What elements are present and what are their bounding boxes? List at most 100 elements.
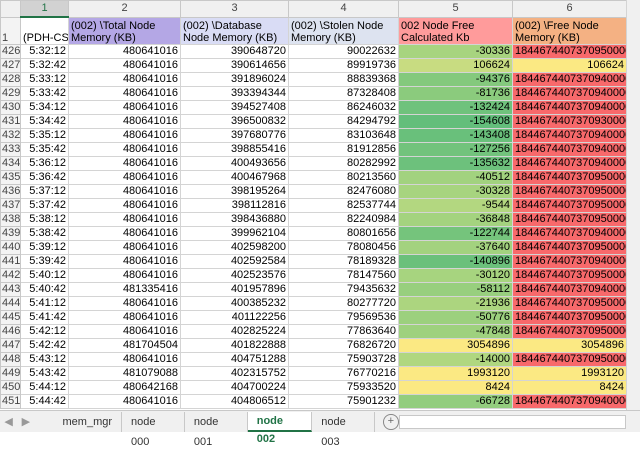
row-number[interactable]: 433	[0, 142, 21, 157]
cell[interactable]: 5:40:12	[20, 268, 69, 283]
cell[interactable]: 5:43:42	[20, 366, 69, 381]
row-number[interactable]: 1	[0, 16, 21, 45]
cell[interactable]: -30328	[398, 184, 513, 199]
cell[interactable]: 82537744	[288, 198, 399, 213]
cell[interactable]: -37640	[398, 240, 513, 255]
cell[interactable]: 480641016	[68, 212, 181, 227]
sheet-tab[interactable]: node 001	[185, 411, 248, 448]
cell[interactable]: 18446744073709400000	[512, 282, 626, 297]
cell[interactable]: 402598200	[180, 240, 289, 255]
column-header[interactable]: 1	[20, 0, 69, 18]
cell[interactable]: 481335416	[68, 282, 181, 297]
cell[interactable]: 480641016	[68, 254, 181, 269]
cell[interactable]: 402523576	[180, 268, 289, 283]
cell[interactable]: 5:42:42	[20, 338, 69, 353]
row-number[interactable]: 448	[0, 352, 21, 367]
cell[interactable]: 480641016	[68, 198, 181, 213]
cell[interactable]: -30336	[398, 44, 513, 59]
cell[interactable]: 480641016	[68, 324, 181, 339]
header-cell[interactable]: (002) \Free Node Memory (KB)	[512, 16, 626, 45]
cell[interactable]: 1993120	[512, 366, 626, 381]
cell[interactable]: 106624	[398, 58, 513, 73]
cell[interactable]: -47848	[398, 324, 513, 339]
cell[interactable]: 401957896	[180, 282, 289, 297]
cell[interactable]: 400385232	[180, 296, 289, 311]
cell[interactable]: 18446744073709400000	[512, 156, 626, 171]
header-cell[interactable]: (002) \Stolen Node Memory (KB)	[288, 16, 399, 45]
row-number[interactable]: 432	[0, 128, 21, 143]
cell[interactable]: 5:41:12	[20, 296, 69, 311]
row-number[interactable]: 441	[0, 254, 21, 269]
cell[interactable]: 76770216	[288, 366, 399, 381]
row-number[interactable]: 444	[0, 296, 21, 311]
cell[interactable]: 77863640	[288, 324, 399, 339]
cell[interactable]: 18446744073709400000	[512, 254, 626, 269]
cell[interactable]: -36848	[398, 212, 513, 227]
cell[interactable]: 5:37:12	[20, 184, 69, 199]
vertical-scrollbar[interactable]	[626, 0, 640, 410]
cell[interactable]: -66728	[398, 394, 513, 409]
cell[interactable]: 393394344	[180, 86, 289, 101]
cell[interactable]: 400493656	[180, 156, 289, 171]
cell[interactable]: 404751288	[180, 352, 289, 367]
cell[interactable]: 480641016	[68, 100, 181, 115]
cell[interactable]: 399962104	[180, 226, 289, 241]
tab-scroll-left[interactable]: ◀	[4, 416, 13, 428]
cell[interactable]: 5:34:12	[20, 100, 69, 115]
cell[interactable]: 75903728	[288, 352, 399, 367]
cell[interactable]: 18446744073709400000	[512, 128, 626, 143]
row-number[interactable]: 442	[0, 268, 21, 283]
cell[interactable]: 5:33:12	[20, 72, 69, 87]
cell[interactable]: -154608	[398, 114, 513, 129]
cell[interactable]: 480641016	[68, 268, 181, 283]
add-sheet-button[interactable]: +	[383, 413, 399, 430]
cell[interactable]: 480641016	[68, 58, 181, 73]
cell[interactable]: -21936	[398, 296, 513, 311]
cell[interactable]: 80277720	[288, 296, 399, 311]
cell[interactable]: 80282992	[288, 156, 399, 171]
cell[interactable]: 8424	[512, 380, 626, 395]
cell[interactable]: 83103648	[288, 128, 399, 143]
cell[interactable]: -135632	[398, 156, 513, 171]
cell[interactable]: 1993120	[398, 366, 513, 381]
cell[interactable]: 398195264	[180, 184, 289, 199]
cell[interactable]: 404700224	[180, 380, 289, 395]
cell[interactable]: 5:35:42	[20, 142, 69, 157]
row-number[interactable]: 450	[0, 380, 21, 395]
cell[interactable]: 390648720	[180, 44, 289, 59]
cell[interactable]: 18446744073709500000	[512, 268, 626, 283]
cell[interactable]: 400467968	[180, 170, 289, 185]
cell[interactable]: 480641016	[68, 240, 181, 255]
cell[interactable]: 18446744073709500000	[512, 324, 626, 339]
row-number[interactable]: 445	[0, 310, 21, 325]
cell[interactable]: 480641016	[68, 394, 181, 409]
cell[interactable]: 5:37:42	[20, 198, 69, 213]
cell[interactable]: 5:36:12	[20, 156, 69, 171]
cell[interactable]: 402592584	[180, 254, 289, 269]
cell[interactable]: 5:39:12	[20, 240, 69, 255]
cell[interactable]: -122744	[398, 226, 513, 241]
cell[interactable]: 18446744073709400000	[512, 226, 626, 241]
cell[interactable]: 18446744073709500000	[512, 296, 626, 311]
cell[interactable]: -30120	[398, 268, 513, 283]
cell[interactable]: 5:38:12	[20, 212, 69, 227]
cell[interactable]: 5:34:42	[20, 114, 69, 129]
cell[interactable]: 480641016	[68, 114, 181, 129]
row-number[interactable]: 429	[0, 86, 21, 101]
column-header[interactable]: 6	[512, 0, 626, 18]
cell[interactable]: 76826720	[288, 338, 399, 353]
cell[interactable]: -9544	[398, 198, 513, 213]
cell[interactable]: 480641016	[68, 142, 181, 157]
cell[interactable]: 18446744073709400000	[512, 72, 626, 87]
row-number[interactable]: 436	[0, 184, 21, 199]
cell[interactable]: 398112816	[180, 198, 289, 213]
cell[interactable]: 480641016	[68, 86, 181, 101]
cell[interactable]: 78147560	[288, 268, 399, 283]
row-number[interactable]: 428	[0, 72, 21, 87]
cell[interactable]: 18446744073709500000	[512, 310, 626, 325]
cell[interactable]: 81912856	[288, 142, 399, 157]
cell[interactable]: 480641016	[68, 128, 181, 143]
row-number[interactable]: 451	[0, 394, 21, 409]
row-number[interactable]: 439	[0, 226, 21, 241]
cell[interactable]: 80213560	[288, 170, 399, 185]
